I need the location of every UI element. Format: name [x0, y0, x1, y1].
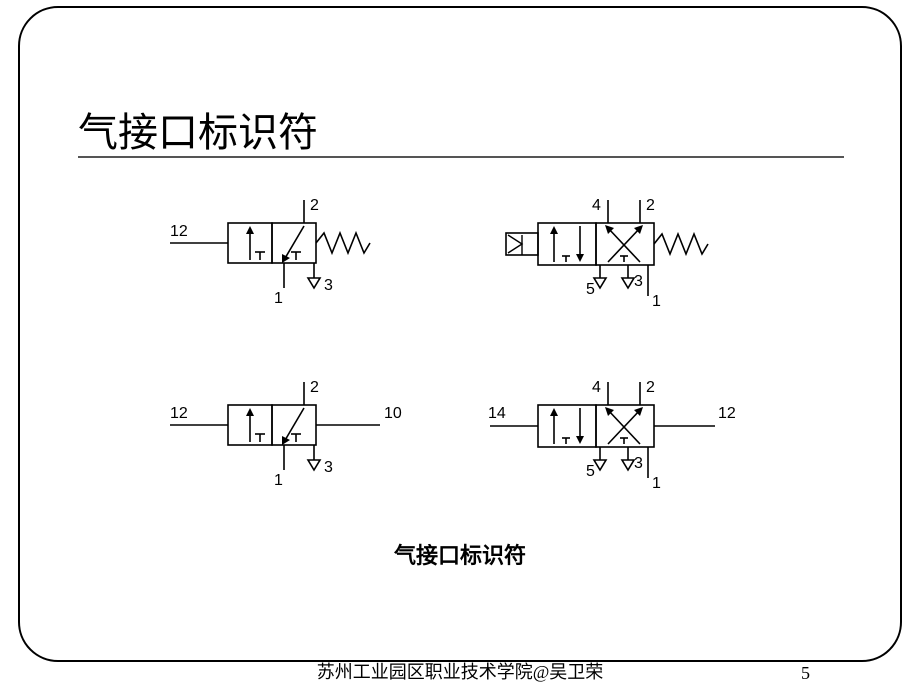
label-port-1: 1 [652, 293, 661, 310]
label-port-3: 3 [634, 273, 643, 290]
label-port-1: 1 [652, 475, 661, 492]
diagram-caption: 气接口标识符 [0, 538, 920, 570]
label-port-2: 2 [310, 197, 319, 214]
valve-bottom-right: 14 12 [488, 379, 736, 492]
label-port-3: 3 [324, 277, 333, 294]
label-pilot-12: 12 [170, 405, 188, 422]
label-port-4: 4 [592, 379, 601, 396]
label-port-3: 3 [634, 455, 643, 472]
label-port-2: 2 [310, 379, 319, 396]
page-number: 5 [801, 663, 810, 684]
valve-bottom-left: 12 10 2 1 [170, 379, 402, 489]
label-port-5: 5 [586, 281, 595, 298]
label-pilot-10: 10 [384, 405, 402, 422]
valve-top-left: 12 2 [170, 197, 370, 307]
label-pilot-12: 12 [170, 223, 188, 240]
label-pilot-12: 12 [718, 405, 736, 422]
valve-top-right: 4 2 5 1 3 [506, 197, 708, 310]
label-port-5: 5 [586, 463, 595, 480]
title-underline [78, 156, 844, 158]
label-port-1: 1 [274, 472, 283, 489]
label-pilot-14: 14 [488, 405, 506, 422]
diagram-area: 12 2 [80, 170, 840, 550]
label-port-4: 4 [592, 197, 601, 214]
footer-text: 苏州工业园区职业技术学院@吴卫荣 [0, 658, 920, 684]
label-port-2: 2 [646, 197, 655, 214]
label-port-1: 1 [274, 290, 283, 307]
valve-diagrams-svg: 12 2 [80, 170, 840, 550]
slide: 气接口标识符 12 [0, 0, 920, 690]
label-port-2: 2 [646, 379, 655, 396]
label-port-3: 3 [324, 459, 333, 476]
slide-title: 气接口标识符 [78, 100, 318, 158]
